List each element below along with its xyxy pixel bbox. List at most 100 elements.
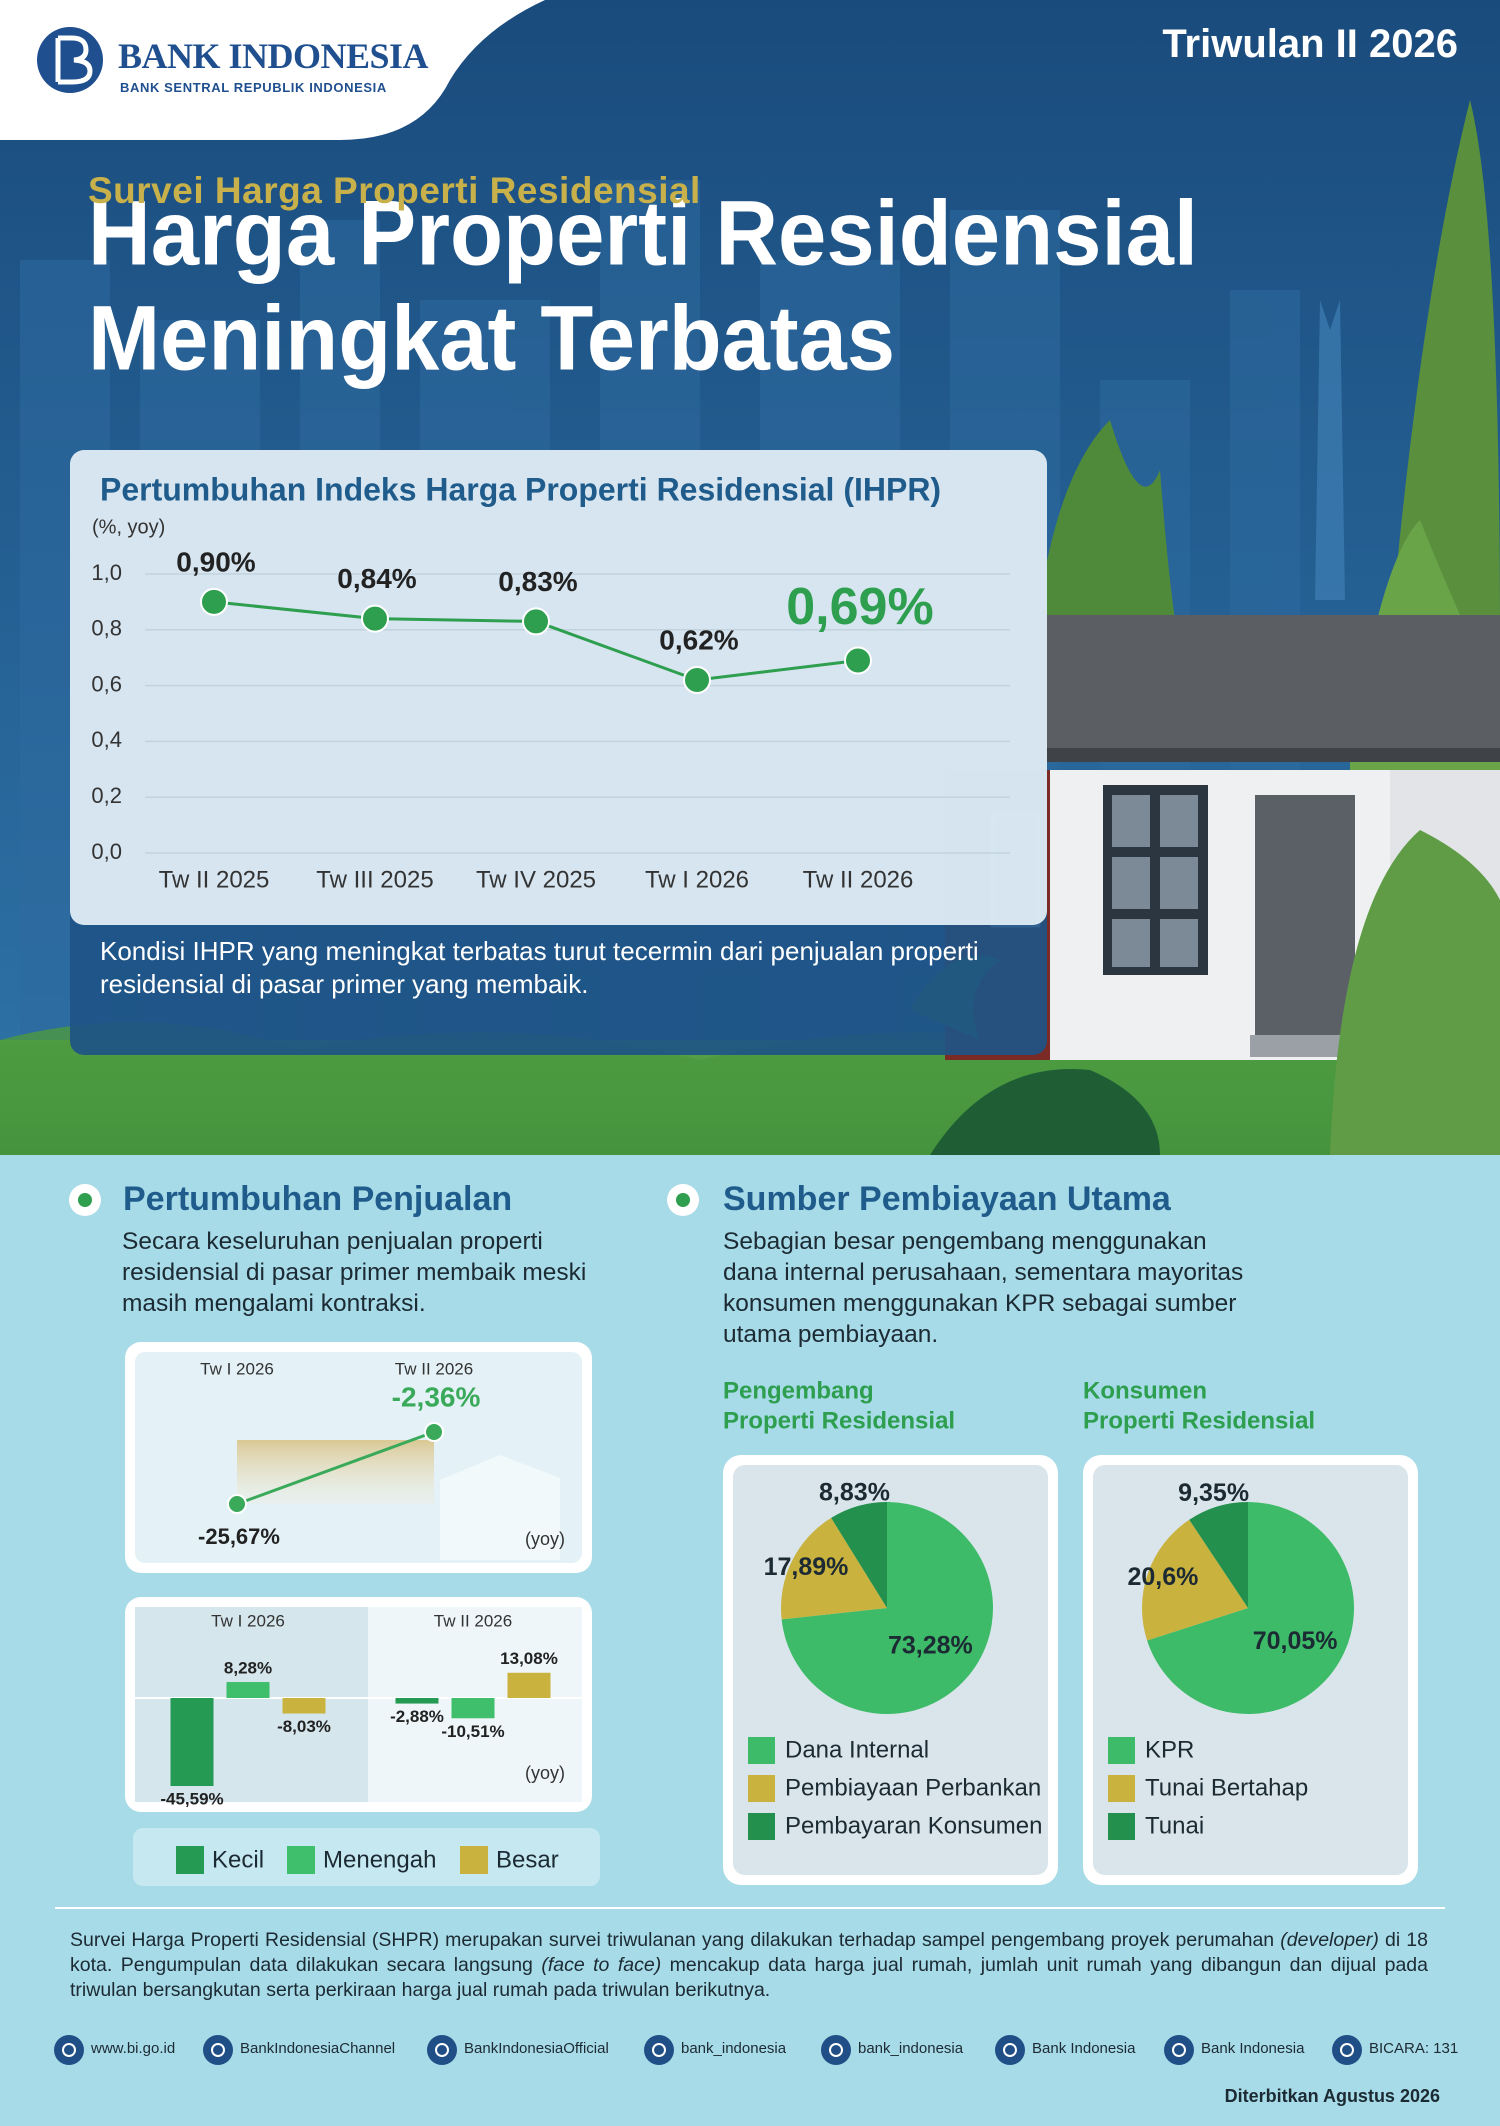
x-tick-label: Tw I 2026 [645,866,749,893]
legend-label: Menengah [323,1846,436,1873]
link-icon [1332,2035,1362,2065]
value-label: 9,35% [1178,1479,1249,1507]
legend-label: Pembiayaan Perbankan [785,1774,1041,1801]
logo-tab [0,0,545,140]
title: Meningkat Terbatas [88,287,895,389]
link-icon-glyph [652,2043,666,2057]
point [683,666,711,695]
period: Triwulan II 2026 [1162,22,1458,66]
legend-label: Tunai [1145,1812,1204,1839]
point [522,607,550,636]
value-label: 17,89% [764,1553,849,1581]
x-tick-label: Tw II 2026 [434,1611,512,1630]
section-text: Secara keseluruhan penjualan properti re… [122,1228,587,1317]
link[interactable]: BICARA: 131 [1369,2040,1459,2057]
link[interactable]: www.bi.go.id [91,2040,176,2057]
pie-slice [1147,1502,1354,1714]
y-tick-label: 0,0 [91,839,122,864]
legend-swatch [748,1737,775,1764]
point [424,1422,444,1442]
legend-swatch [748,1813,775,1840]
chart-title: Pertumbuhan Indeks Harga Properti Reside… [100,471,941,507]
y-tick-label: 0,2 [91,783,122,808]
pie-title: Properti Residensial [723,1407,955,1434]
legend-swatch [176,1846,204,1874]
value-label: 0,69% [786,578,933,636]
y-tick-label: 0,6 [91,671,122,696]
legend-label: Tunai Bertahap [1145,1774,1308,1801]
value-label: 20,6% [1127,1563,1198,1591]
value-label: 70,05% [1253,1627,1338,1655]
value-label: 73,28% [888,1632,973,1660]
x-tick-label: Tw II 2025 [159,866,270,893]
pie-slice [1141,1519,1248,1641]
pie-title: Pengembang [723,1377,874,1404]
note-part: di 18 kota. Pengumpulan data dilakukan s… [70,1929,1428,1976]
point [844,646,872,675]
pie-slice [781,1517,887,1620]
pie-slice [831,1502,887,1608]
link-icon-glyph [211,2043,225,2057]
link-icon-glyph [1003,2043,1017,2057]
logo-mark [37,27,103,93]
link[interactable]: BankIndonesiaOfficial [464,2040,609,2057]
pie-title: Konsumen [1083,1377,1207,1404]
link[interactable]: Bank Indonesia [1201,2040,1305,2057]
link-icon [995,2035,1025,2065]
bar [395,1698,439,1704]
value-label: 0,90% [176,546,255,577]
value-label: -8,03% [277,1717,331,1736]
bar [282,1698,326,1714]
logo-name: BANK INDONESIA [118,36,429,76]
pie-title: Properti Residensial [1083,1407,1315,1434]
legend-swatch [287,1846,315,1874]
legend-label: KPR [1145,1736,1194,1763]
x-tick-label: Tw I 2026 [200,1359,274,1378]
bar [170,1698,214,1786]
y-tick-label: 1,0 [91,560,122,585]
legend-swatch [1108,1775,1135,1802]
legend-label: Dana Internal [785,1736,929,1763]
link-icon-glyph [435,2043,449,2057]
link[interactable]: BankIndonesiaChannel [240,2040,396,2057]
value-label: 0,83% [498,566,577,597]
y-axis-label: (%, yoy) [92,516,165,538]
kicker: Survei Harga Properti Residensial [88,170,701,211]
bar [507,1672,551,1698]
value-label: -2,36% [392,1381,481,1412]
point [200,587,228,616]
link-icon [821,2035,851,2065]
section-heading: Pertumbuhan Penjualan [123,1180,513,1218]
legend-label: Pembayaran Konsumen [785,1812,1042,1839]
x-tick-label: Tw II 2026 [395,1359,473,1378]
link[interactable]: bank_indonesia [858,2040,964,2057]
unit-label: (yoy) [525,1763,565,1783]
pie-slice [781,1502,994,1714]
note-part: Survei Harga Properti Residensial (SHPR)… [70,1929,1281,1951]
y-tick-label: 0,4 [91,727,122,752]
value-label: -45,59% [160,1789,223,1808]
legend-swatch [1108,1813,1135,1840]
published: Diterbitkan Agustus 2026 [1224,2086,1440,2106]
bar [451,1698,495,1719]
value-label: -25,67% [198,1524,280,1549]
link-icon [644,2035,674,2065]
value-label: 8,28% [224,1659,272,1678]
link-icon-glyph [1340,2043,1354,2057]
legend-label: Besar [496,1846,559,1873]
link-icon-glyph [829,2043,843,2057]
value-label: -2,88% [390,1707,444,1726]
link[interactable]: bank_indonesia [681,2040,787,2057]
footer-note: Survei Harga Properti Residensial (SHPR)… [70,1928,1428,2003]
value-label: -10,51% [441,1722,504,1741]
value-label: 0,62% [659,624,738,655]
title: Harga Properti Residensial [88,182,1198,284]
link-icon [54,2035,84,2065]
link-icon [427,2035,457,2065]
logo-tagline: BANK SENTRAL REPUBLIK INDONESIA [120,80,387,95]
legend-label: Kecil [212,1846,264,1873]
value-label: 8,83% [819,1478,890,1506]
link[interactable]: Bank Indonesia [1032,2040,1136,2057]
